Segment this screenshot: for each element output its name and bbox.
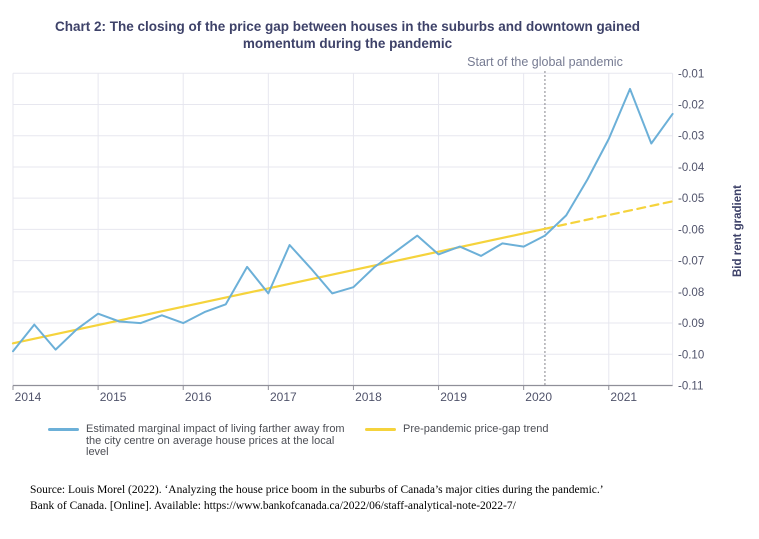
- y-tick-label: -0.11: [678, 381, 703, 393]
- estimated-impact-legend-label: Estimated marginal impact of living fart…: [86, 423, 345, 458]
- y-tick-label: -0.07: [678, 256, 704, 268]
- chart-title: Chart 2: The closing of the price gap be…: [54, 19, 641, 51]
- trend-legend-label: Pre-pandemic price-gap trend: [403, 423, 549, 435]
- trend-line-solid: [11, 227, 547, 345]
- x-tick-label: 2014: [15, 390, 42, 404]
- source-citation: Source: Louis Morel (2022). ‘Analyzing t…: [30, 483, 730, 514]
- x-tick-label: 2018: [355, 390, 382, 404]
- trend-line-swatch: [365, 428, 396, 431]
- y-tick-label: -0.04: [678, 162, 705, 174]
- x-tick-label: 2021: [610, 390, 637, 404]
- y-tick-label: -0.08: [678, 287, 704, 299]
- legend-item-trend: Pre-pandemic price-gap trend: [365, 423, 549, 436]
- legend-item-estimated-impact: Estimated marginal impact of living fart…: [48, 423, 354, 459]
- y-tick-label: -0.09: [678, 318, 704, 330]
- estimated-impact-line-swatch: [48, 428, 79, 431]
- source-line-2: Bank of Canada. [Online]. Available: htt…: [30, 499, 516, 512]
- y-tick-label: -0.02: [678, 100, 704, 112]
- y-tick-label: -0.06: [678, 224, 704, 236]
- trend-line-dashed: [543, 200, 674, 230]
- y-tick-label: -0.05: [678, 193, 704, 205]
- x-tick-label: 2015: [100, 390, 127, 404]
- y-axis-title: Bid rent gradient: [732, 185, 744, 277]
- source-line-1: Source: Louis Morel (2022). ‘Analyzing t…: [30, 484, 604, 496]
- legend: Estimated marginal impact of living fart…: [0, 423, 759, 472]
- x-tick-label: 2020: [525, 390, 552, 404]
- chart-canvas: -0.01 -0.02 -0.03 -0.04 -0.05 -0.06 -0.07 -0.08…: [11, 55, 744, 404]
- pandemic-annotation: Start of the global pandemic: [467, 55, 623, 69]
- y-tick-label: -0.01: [678, 68, 704, 80]
- x-tick-label: 2019: [440, 390, 467, 404]
- estimated-impact-line: [12, 87, 674, 353]
- x-tick-label: 2016: [185, 390, 212, 404]
- x-tick-label: 2017: [270, 390, 297, 404]
- y-tick-label: -0.10: [678, 349, 704, 361]
- y-tick-label: -0.03: [678, 131, 704, 143]
